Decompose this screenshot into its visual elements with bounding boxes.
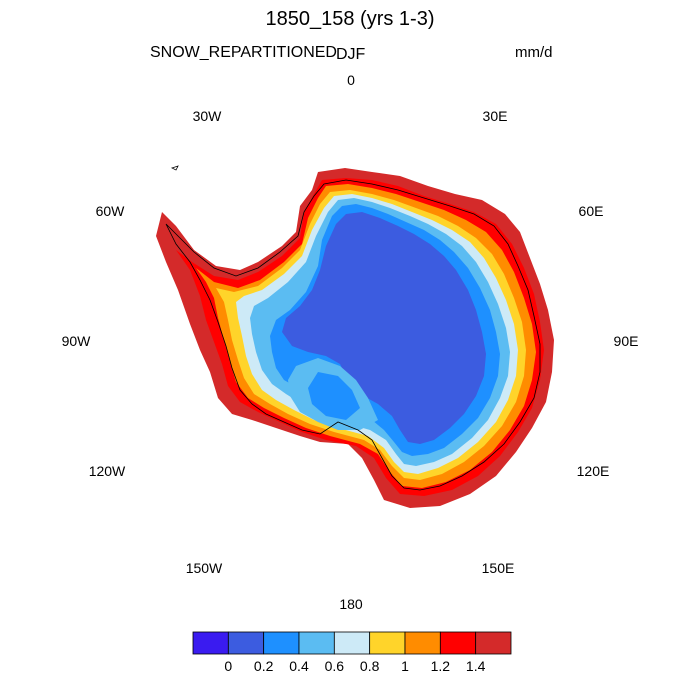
colorbar-swatch — [439, 631, 477, 655]
plot-title: 1850_158 (yrs 1-3) — [265, 8, 435, 30]
colorbar-swatch — [263, 631, 300, 655]
wedge-inner-blue — [308, 372, 360, 420]
colorbar-label: 0 — [224, 658, 233, 674]
variable-label: SNOW_REPARTITIONED — [150, 44, 337, 61]
colorbar-label: 0.4 — [289, 658, 309, 674]
snow-field — [156, 168, 554, 508]
lon-label-180: 180 — [339, 596, 363, 612]
island-outline — [170, 165, 179, 171]
colorbar — [192, 631, 512, 655]
colorbar-label: 1.2 — [430, 658, 451, 674]
lon-label-0: 0 — [347, 72, 355, 88]
lon-label-120e: 120E — [576, 463, 610, 479]
colorbar-label: 0.6 — [324, 658, 345, 674]
lon-label-120w: 120W — [88, 463, 126, 479]
lon-label-60w: 60W — [95, 203, 125, 219]
colorbar-swatch — [369, 631, 406, 655]
colorbar-swatch — [298, 631, 335, 655]
season-label: DJF — [336, 46, 366, 63]
lon-label-90e: 90E — [613, 333, 639, 349]
lon-label-150e: 150E — [481, 560, 515, 576]
units-label: mm/d — [515, 44, 553, 61]
colorbar-label: 1.4 — [465, 658, 486, 674]
colorbar-label: 0.8 — [359, 658, 380, 674]
lon-label-30w: 30W — [192, 108, 222, 124]
colorbar-label: 1 — [401, 658, 409, 674]
deep-blue-core — [282, 212, 486, 444]
colorbar-swatch — [475, 631, 512, 655]
colorbar-label: 0.2 — [253, 658, 274, 674]
coastline — [165, 179, 541, 491]
colorbar-swatch — [333, 631, 371, 655]
colorbar-swatch — [227, 631, 265, 655]
colorbar-swatch — [404, 631, 441, 655]
colorbar-swatch — [192, 631, 229, 655]
lon-label-150w: 150W — [185, 560, 223, 576]
lon-label-90w: 90W — [61, 333, 91, 349]
lon-label-60e: 60E — [578, 203, 604, 219]
lon-label-30e: 30E — [482, 108, 508, 124]
